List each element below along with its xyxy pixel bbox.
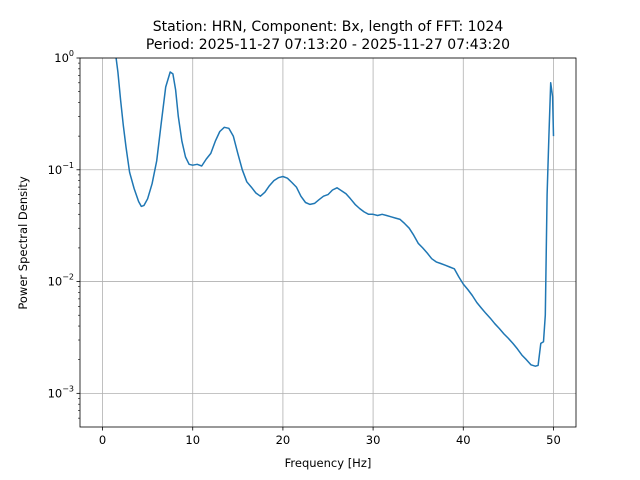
x-tick-label: 10 <box>185 433 200 447</box>
x-tick-label: 40 <box>456 433 471 447</box>
y-tick-label: 10−1 <box>48 161 74 177</box>
x-tick-label: 0 <box>99 433 106 447</box>
series-group <box>115 58 555 367</box>
psd-series-line <box>115 58 555 367</box>
grid-lines <box>80 57 576 427</box>
x-tick-label: 20 <box>276 433 291 447</box>
y-tick-label: 10−2 <box>48 273 74 289</box>
x-tick-label: 50 <box>546 433 561 447</box>
chart-subtitle: Period: 2025-11-27 07:13:20 - 2025-11-27… <box>146 37 510 53</box>
x-axis-ticks: 0 10 20 30 40 50 <box>99 427 561 447</box>
y-tick-label: 100 <box>54 49 74 65</box>
y-tick-label: 10−3 <box>48 384 74 400</box>
plot-frame <box>79 57 577 428</box>
chart-title: Station: HRN, Component: Bx, length of F… <box>153 19 504 35</box>
x-axis-label: Frequency [Hz] <box>285 456 372 470</box>
x-tick-label: 30 <box>366 433 381 447</box>
y-axis-label: Power Spectral Density <box>16 176 30 309</box>
y-axis-ticks: 10−3 10−2 10−1 100 <box>48 49 80 419</box>
